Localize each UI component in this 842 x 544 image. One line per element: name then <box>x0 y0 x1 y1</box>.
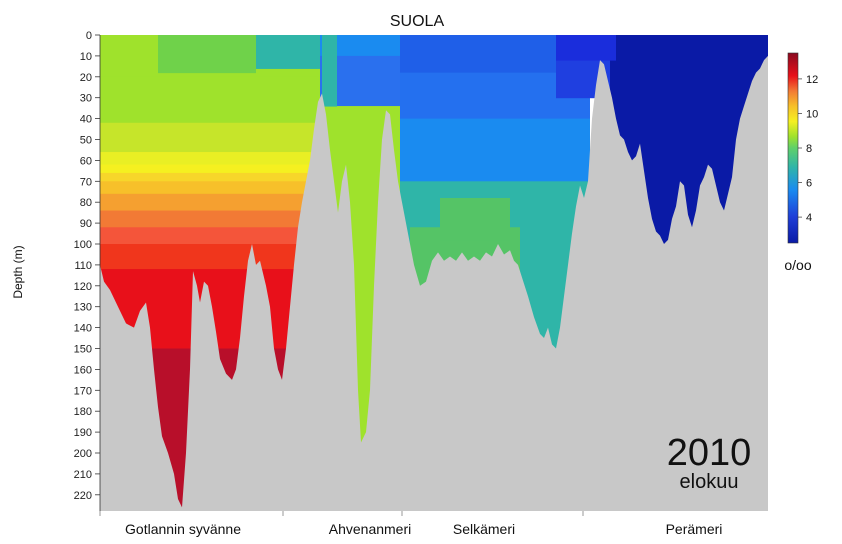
region-label: Selkämeri <box>453 521 515 537</box>
depth-tick-label: 80 <box>80 197 92 209</box>
colorbar-unit: o/oo <box>784 257 811 273</box>
depth-tick-label: 200 <box>74 448 92 460</box>
depth-tick-label: 160 <box>74 364 92 376</box>
year-annotation: 2010 <box>667 432 752 474</box>
colorbar-tick-label: 12 <box>806 74 818 86</box>
colorbar-tick-label: 10 <box>806 108 818 120</box>
salinity-band <box>100 227 320 245</box>
salinity-band <box>100 122 320 153</box>
depth-tick-label: 20 <box>80 72 92 84</box>
colorbar-tick-label: 8 <box>806 143 812 155</box>
region-labels: Gotlannin syvänne Ahvenanmeri Selkämeri Per… <box>99 511 723 537</box>
seabed-profile <box>100 55 768 511</box>
colorbar-tick-label: 4 <box>806 212 812 224</box>
region-label: Ahvenanmeri <box>329 521 412 537</box>
depth-tick-label: 30 <box>80 93 92 105</box>
depth-tick-label: 100 <box>74 239 92 251</box>
depth-tick-label: 180 <box>74 406 92 418</box>
salinity-band <box>256 35 322 69</box>
salinity-band <box>100 164 320 174</box>
salinity-band <box>158 35 256 74</box>
salinity-band <box>100 193 320 212</box>
salinity-band <box>320 35 400 57</box>
salinity-band <box>556 35 616 61</box>
salinity-band <box>100 152 320 166</box>
colorbar-tick-label: 6 <box>806 178 812 190</box>
depth-axis: 0 10 20 30 40 50 60 70 80 90 100 110 120 130 140 150 160… <box>74 30 101 511</box>
salinity-band <box>100 181 320 195</box>
depth-axis-label: Depth (m) <box>11 245 25 298</box>
colorbar-gradient <box>787 52 799 244</box>
depth-tick-label: 10 <box>80 51 92 63</box>
depth-tick-label: 60 <box>80 155 92 167</box>
depth-tick-label: 170 <box>74 385 92 397</box>
depth-tick-label: 130 <box>74 302 92 314</box>
depth-tick-label: 190 <box>74 427 92 439</box>
depth-tick-label: 120 <box>74 281 92 293</box>
depth-tick-label: 50 <box>80 135 92 147</box>
depth-tick-label: 140 <box>74 323 92 335</box>
salinity-band <box>100 244 320 270</box>
depth-tick-label: 40 <box>80 114 92 126</box>
salinity-band <box>100 210 320 228</box>
salinity-band <box>100 172 320 182</box>
month-annotation: elokuu <box>680 471 739 493</box>
chart-title: SUOLA <box>390 13 445 30</box>
depth-tick-label: 90 <box>80 218 92 230</box>
salinity-band <box>322 35 337 107</box>
depth-tick-label: 150 <box>74 344 92 356</box>
plot-area <box>100 35 768 511</box>
depth-tick-label: 70 <box>80 176 92 188</box>
salinity-band <box>440 198 510 241</box>
depth-tick-label: 220 <box>74 490 92 502</box>
depth-tick-label: 210 <box>74 469 92 481</box>
colorbar: 4 6 8 10 12 o/oo <box>784 52 818 273</box>
salinity-band <box>400 118 590 182</box>
region-label: Gotlannin syvänne <box>125 521 241 537</box>
salinity-band <box>100 76 320 124</box>
depth-tick-label: 110 <box>74 260 92 272</box>
colorbar-ticks: 4 6 8 10 12 <box>798 74 818 224</box>
depth-tick-label: 0 <box>86 30 92 42</box>
region-label: Perämeri <box>666 521 723 537</box>
